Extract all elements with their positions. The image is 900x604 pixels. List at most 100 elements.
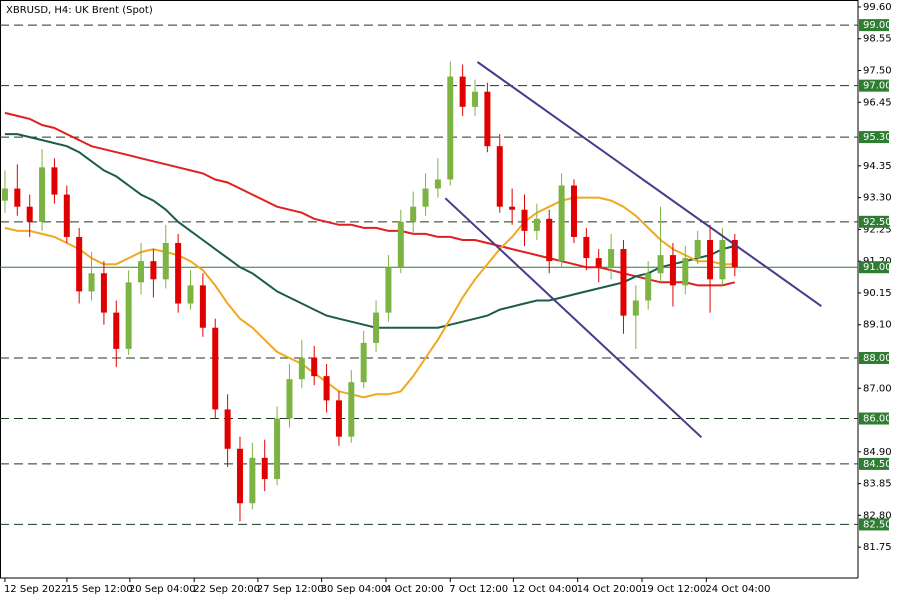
- x-tick-label: 15 Sep 12:00: [66, 584, 133, 595]
- candle-body: [323, 376, 330, 401]
- candle-body: [138, 261, 145, 283]
- y-tick-label: 82.80: [863, 510, 892, 521]
- current-price-label: 91.00: [863, 262, 892, 273]
- y-tick-label: 81.75: [863, 542, 892, 553]
- candle-body: [63, 194, 70, 237]
- chart-title: XBRUSD, H4: UK Brent (Spot): [6, 5, 153, 16]
- level-label: 82.50: [863, 519, 892, 530]
- x-tick-label: 4 Oct 20:00: [385, 584, 444, 595]
- candle-body: [212, 327, 219, 410]
- moving-average: [4, 133, 736, 329]
- candle-body: [100, 273, 107, 313]
- x-tick-label: 27 Sep 12:00: [257, 584, 324, 595]
- candle-body: [533, 218, 540, 231]
- trend-line: [476, 61, 822, 308]
- candle-body: [113, 312, 120, 349]
- candle-body: [669, 255, 676, 286]
- candle-body: [447, 76, 454, 180]
- candle-body: [707, 239, 714, 280]
- candle-body: [1, 188, 8, 201]
- level-label-box: [859, 215, 889, 228]
- trend-line: [444, 197, 703, 439]
- level-label-box: [859, 131, 889, 144]
- y-tick-label: 98.55: [863, 34, 892, 45]
- candle-body: [162, 243, 169, 280]
- candle-body: [422, 188, 429, 207]
- candle-body: [731, 239, 738, 268]
- y-tick-label: 96.45: [863, 97, 892, 108]
- y-tick-label: 97.50: [863, 66, 892, 77]
- candle-body: [125, 282, 132, 349]
- level-label: 88.00: [863, 353, 892, 364]
- candle-body: [236, 448, 243, 504]
- candle-body: [360, 342, 367, 383]
- candle-body: [496, 146, 503, 207]
- candle-body: [14, 188, 21, 207]
- y-tick-label: 99.60: [863, 2, 892, 13]
- candle-body: [274, 418, 281, 480]
- candle-body: [459, 76, 466, 107]
- candle-body: [546, 218, 553, 262]
- level-label: 95.30: [863, 132, 892, 143]
- candle-body: [434, 179, 441, 189]
- y-tick-label: 90.15: [863, 288, 892, 299]
- level-label-box: [859, 19, 889, 32]
- candle-body: [583, 236, 590, 259]
- level-label: 99.00: [863, 20, 892, 31]
- x-tick-label: 20 Sep 04:00: [129, 584, 196, 595]
- x-tick-label: 12 Sep 2022: [4, 584, 67, 595]
- x-tick-label: 30 Sep 04:00: [321, 584, 388, 595]
- candle-body: [249, 457, 256, 504]
- candle-body: [26, 206, 33, 222]
- candle-body: [645, 273, 652, 301]
- candle-body: [632, 300, 639, 316]
- y-tick-label: 83.85: [863, 479, 892, 490]
- x-tick-label: 14 Oct 20:00: [577, 584, 642, 595]
- candle-body: [595, 258, 602, 268]
- candle-body: [657, 255, 664, 274]
- y-tick-label: 89.10: [863, 320, 892, 331]
- candle-body: [261, 457, 268, 480]
- candle-body: [175, 243, 182, 304]
- candle-body: [397, 221, 404, 268]
- candle-body: [224, 409, 231, 449]
- candle-body: [76, 236, 83, 292]
- candle-body: [620, 249, 627, 316]
- candle-body: [558, 185, 565, 262]
- candle-body: [348, 382, 355, 437]
- candle-body: [298, 357, 305, 380]
- candle-body: [608, 249, 615, 268]
- x-tick-label: 7 Oct 12:00: [449, 584, 508, 595]
- candle-body: [509, 206, 516, 210]
- candle-body: [472, 91, 479, 107]
- candle-body: [335, 400, 342, 437]
- y-tick-label: 84.90: [863, 447, 892, 458]
- candle-body: [682, 258, 689, 286]
- candle-body: [570, 185, 577, 237]
- level-label: 84.50: [863, 459, 892, 470]
- x-tick-label: 12 Oct 04:00: [512, 584, 577, 595]
- candle-body: [410, 206, 417, 222]
- y-tick-label: 93.30: [863, 193, 892, 204]
- current-price-box: [859, 261, 889, 274]
- x-tick-label: 24 Oct 04:00: [705, 584, 770, 595]
- candle-body: [88, 273, 95, 292]
- candle-body: [484, 91, 491, 147]
- level-label-box: [859, 79, 889, 92]
- candle-body: [521, 209, 528, 231]
- candle-body: [51, 167, 58, 195]
- candle-body: [373, 312, 380, 343]
- y-tick-label: 94.35: [863, 161, 892, 172]
- level-label-box: [859, 412, 889, 425]
- y-tick-label: 87.00: [863, 383, 892, 394]
- candle-body: [39, 167, 46, 222]
- moving-average: [4, 196, 735, 399]
- candle-body: [694, 239, 701, 259]
- candle-body: [150, 261, 157, 280]
- level-label: 86.00: [863, 414, 892, 425]
- y-tick-label: 92.25: [863, 224, 892, 235]
- candle-body: [719, 239, 726, 280]
- candle-body: [199, 285, 206, 328]
- level-label-box: [859, 457, 889, 470]
